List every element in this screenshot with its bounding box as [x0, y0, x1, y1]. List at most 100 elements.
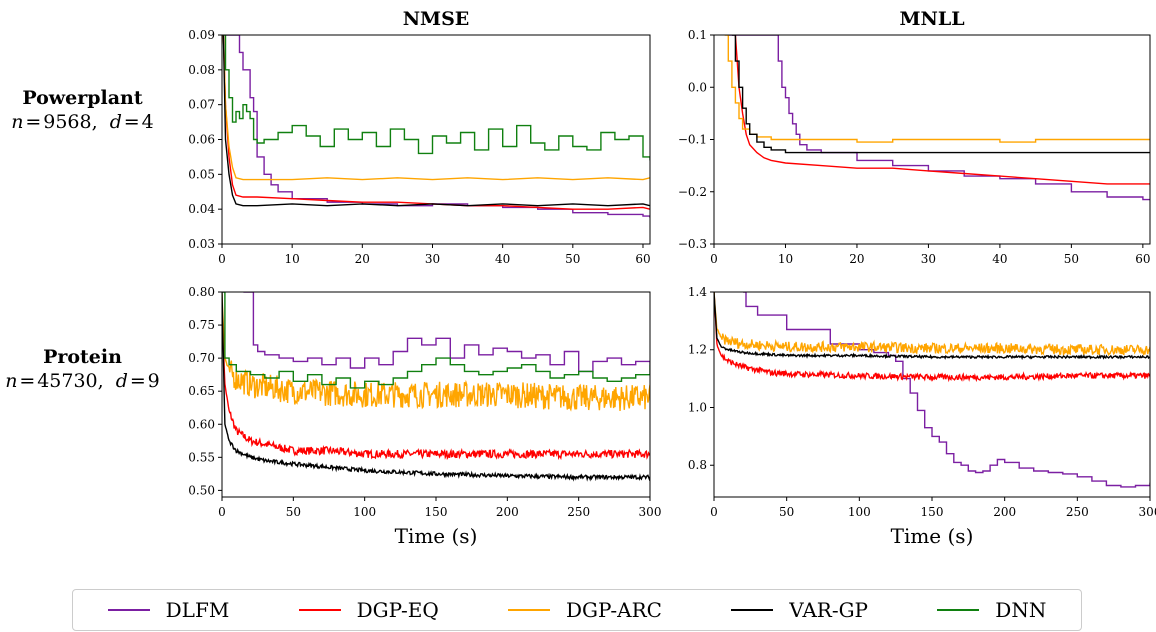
y-tick-label: 0.60	[188, 417, 215, 431]
series-line-dgp-arc	[724, 35, 1150, 143]
dataset-name: Powerplant	[22, 87, 143, 109]
y-tick-label: 0.06	[188, 133, 215, 147]
series-line-dgp-eq	[222, 35, 650, 210]
dataset-d: 9	[147, 370, 160, 392]
series-line-dgp-arc	[222, 35, 650, 181]
dataset-dims: n = 9568, d = 4	[11, 111, 154, 133]
series-line-var-gp	[731, 35, 1150, 154]
y-tick-label: 0.80	[188, 285, 215, 299]
y-tick-label: 1.4	[688, 285, 707, 299]
legend-item-dlfm: DLFM	[107, 598, 230, 622]
series-line-dlfm	[225, 35, 650, 218]
x-tick-label: 0	[218, 252, 226, 266]
x-tick-label: 50	[1064, 252, 1079, 266]
y-tick-label: 0.05	[188, 167, 215, 181]
x-tick-label: 150	[921, 505, 944, 519]
x-tick-label: 50	[565, 252, 580, 266]
x-tick-label: 100	[353, 505, 376, 519]
x-tick-label: 50	[286, 505, 301, 519]
x-tick-label: 200	[993, 505, 1016, 519]
x-tick-label: 20	[355, 252, 370, 266]
y-tick-label: 0.8	[688, 458, 707, 472]
y-tick-label: 0.1	[688, 28, 707, 42]
legend-swatch	[508, 609, 551, 611]
dataset-dims: n = 45730, d = 9	[5, 370, 160, 392]
series-line-var-gp	[222, 292, 650, 482]
legend-item-dgp-arc: DGP-ARC	[508, 598, 662, 622]
row-label-protein: Protein n = 45730, d = 9	[0, 345, 165, 393]
series-line-dgp-eq	[222, 306, 650, 461]
x-tick-label: 60	[635, 252, 650, 266]
x-tick-label: 40	[992, 252, 1007, 266]
x-tick-label: 30	[425, 252, 440, 266]
series-line-var-gp	[222, 35, 650, 207]
dataset-n: 9568	[43, 111, 92, 133]
x-tick-label: 200	[496, 505, 519, 519]
y-tick-label: 0.09	[188, 28, 215, 42]
y-tick-label: 0.03	[188, 237, 215, 251]
y-tick-label: 0.07	[188, 98, 215, 112]
series-line-dgp-eq	[714, 292, 1150, 383]
y-tick-label: 0.70	[188, 351, 215, 365]
x-tick-label: 0	[710, 252, 718, 266]
legend-item-dnn: DNN	[937, 598, 1046, 622]
x-tick-label: 50	[779, 505, 794, 519]
dataset-name: Protein	[43, 346, 122, 368]
series-line-dgp-eq	[734, 35, 1150, 185]
series-line-dgp-arc	[222, 293, 650, 412]
plot-frame	[713, 291, 1151, 498]
y-tick-label: 0.08	[188, 63, 215, 77]
y-tick-label: −0.1	[678, 133, 707, 147]
chart-title: MNLL	[899, 8, 964, 30]
x-tick-label: 60	[1135, 252, 1150, 266]
x-tick-label: 30	[921, 252, 936, 266]
row-label-powerplant: Powerplant n = 9568, d = 4	[0, 86, 165, 134]
x-tick-label: 10	[778, 252, 793, 266]
legend-swatch	[731, 609, 774, 611]
x-tick-label: 150	[425, 505, 448, 519]
x-tick-label: 20	[849, 252, 864, 266]
x-tick-label: 250	[1066, 505, 1089, 519]
series-line-dlfm	[743, 292, 1150, 488]
x-tick-label: 100	[848, 505, 871, 519]
legend-swatch	[937, 609, 980, 611]
legend-label: DNN	[995, 598, 1047, 622]
x-tick-label: 10	[285, 252, 300, 266]
y-tick-label: 0.65	[188, 384, 215, 398]
series-line-dlfm	[728, 35, 1150, 201]
legend-label: DGP-EQ	[356, 598, 439, 622]
legend-label: DGP-ARC	[566, 598, 662, 622]
legend: DLFM DGP-EQ DGP-ARC VAR-GP DNN	[72, 589, 1082, 631]
dataset-d: 4	[141, 111, 154, 133]
series-line-var-gp	[714, 292, 1150, 361]
chart-panel-2: 0 50 100 150 200 250 300 0.50 0.55 0.60 0.65 0.70 0.…	[188, 285, 661, 548]
series-line-dnn	[222, 292, 650, 389]
series-line-dnn	[223, 35, 650, 161]
x-axis-label: Time (s)	[891, 524, 974, 548]
y-tick-label: 1.2	[688, 343, 707, 357]
dataset-n: 45730	[37, 370, 98, 392]
y-tick-label: 0.55	[188, 450, 215, 464]
x-tick-label: 0	[218, 505, 226, 519]
y-tick-label: −0.3	[678, 237, 707, 251]
chart-panel-3: 0 50 100 150 200 250 300 0.8 1.0 1.2 1.4 Time (s)	[688, 285, 1156, 548]
y-tick-label: 0.75	[188, 318, 215, 332]
y-tick-label: 0.0	[688, 80, 707, 94]
y-tick-label: −0.2	[678, 185, 707, 199]
chart-panel-0: 0 10 20 30 40 50 60 0.03 0.04 0.05 0.06 0.07 0.08 0.0…	[188, 8, 650, 266]
x-tick-label: 40	[495, 252, 510, 266]
x-tick-label: 0	[710, 505, 718, 519]
legend-label: DLFM	[165, 598, 230, 622]
legend-item-dgp-eq: DGP-EQ	[298, 598, 439, 622]
y-tick-label: 0.50	[188, 483, 215, 497]
chart-panel-1: 0 10 20 30 40 50 60 −0.3 −0.2 −0.1 0.0 0.1 MNLL	[678, 8, 1151, 266]
series-line-dgp-arc	[714, 292, 1150, 357]
legend-label: VAR-GP	[789, 598, 869, 622]
y-tick-label: 1.0	[688, 400, 707, 414]
legend-swatch	[298, 609, 341, 611]
x-tick-label: 300	[639, 505, 662, 519]
x-tick-label: 300	[1139, 505, 1156, 519]
y-tick-label: 0.04	[188, 202, 215, 216]
legend-item-var-gp: VAR-GP	[731, 598, 868, 622]
chart-title: NMSE	[403, 8, 470, 30]
